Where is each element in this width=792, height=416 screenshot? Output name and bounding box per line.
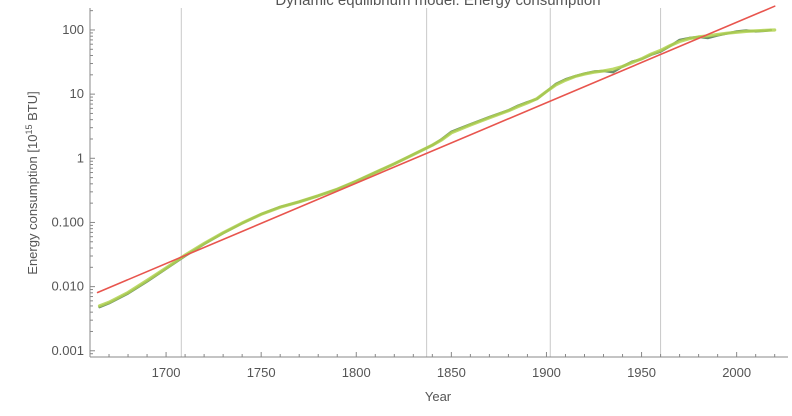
series-layer [96, 5, 777, 309]
chart-title: Dynamic equilibrium model: Energy consum… [275, 0, 600, 9]
x-tick-label: 2000 [722, 365, 751, 380]
y-axis-title: Energy consumption [1015 BTU] [24, 91, 40, 274]
x-tick-label: 1750 [247, 365, 276, 380]
x-axis-ticks: 1700 1750 1800 1850 1900 1950 2000 [89, 352, 776, 380]
x-tick-label: 1900 [532, 365, 561, 380]
x-tick-label: 1700 [152, 365, 181, 380]
vertical-gridlines [180, 8, 662, 357]
y-tick-label: 100 [62, 22, 84, 37]
x-tick-label: 1850 [437, 365, 466, 380]
trend-series-line [96, 5, 776, 294]
x-tick-label: 1800 [342, 365, 371, 380]
y-tick-label: 0.001 [51, 343, 84, 358]
y-axis-title-tail: BTU] [25, 91, 40, 124]
x-tick-label: 1950 [627, 365, 656, 380]
x-axis-title: Year [425, 389, 452, 404]
y-tick-label: 0.010 [51, 279, 84, 294]
y-axis-ticks: 0.001 0.010 0.100 1 10 100 [51, 10, 95, 358]
y-tick-label: 10 [70, 86, 84, 101]
model-series-line [97, 28, 777, 308]
y-axis-title-main: Energy consumption [10 [25, 135, 40, 275]
y-tick-label: 1 [77, 150, 84, 165]
data-series-line [98, 28, 773, 309]
y-axis-title-exponent: 15 [24, 125, 34, 135]
y-tick-label: 0.100 [51, 214, 84, 229]
